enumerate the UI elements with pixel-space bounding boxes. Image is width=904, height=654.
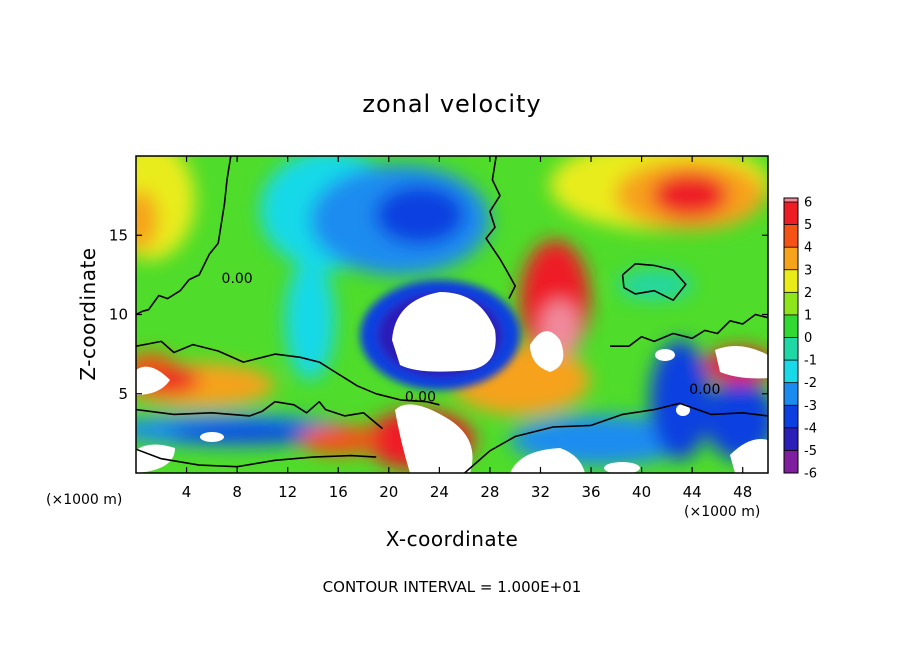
colorbar-label: 4 xyxy=(804,241,812,256)
colorbar-swatch xyxy=(784,247,798,270)
x-tick-label: 16 xyxy=(329,483,348,501)
colorbar-label: 0 xyxy=(804,331,812,346)
colorbar-label: 6 xyxy=(804,196,812,211)
x-tick-label: 8 xyxy=(232,483,242,501)
colorbar-label: -5 xyxy=(804,444,817,459)
zero-contour xyxy=(136,156,232,316)
colorbar-swatch xyxy=(784,202,798,225)
zero-contour xyxy=(485,156,516,299)
x-tick-label: 12 xyxy=(278,483,297,501)
colorbar-swatch xyxy=(784,292,798,315)
zero-contour xyxy=(136,448,377,468)
y-tick-label: 5 xyxy=(118,385,128,403)
x-tick-label: 36 xyxy=(581,483,600,501)
contour-interval-note: CONTOUR INTERVAL = 1.000E+01 xyxy=(323,578,582,596)
colorbar-label: -1 xyxy=(804,354,817,369)
x-tick-label: 48 xyxy=(733,483,752,501)
x-unit-left: (×1000 m) xyxy=(46,492,122,508)
colorbar-swatch xyxy=(784,427,798,451)
colorbar-swatch xyxy=(784,314,798,338)
y-tick-label: 15 xyxy=(109,226,128,244)
colorbar-swatch xyxy=(784,360,798,383)
colorbar-label: -3 xyxy=(804,399,817,414)
zero-contour xyxy=(464,402,768,473)
y-axis-label: Z-coordinate xyxy=(76,247,100,380)
zero-contour xyxy=(136,400,384,430)
colorbar: -6 -5 -4 -3 -2 -1 0 1 2 3 4 5 6 xyxy=(783,196,817,482)
colorbar-swatch xyxy=(784,269,798,293)
y-tick-label: 10 xyxy=(109,306,128,324)
x-tick-label: 4 xyxy=(182,483,192,501)
colorbar-label: -2 xyxy=(804,376,817,391)
contour-lines xyxy=(136,156,768,473)
x-axis-ticks: 4 8 12 16 20 24 28 32 36 40 44 48 xyxy=(182,156,752,501)
x-unit-right: (×1000 m) xyxy=(684,504,760,520)
colorbar-swatch xyxy=(784,337,798,361)
x-tick-label: 44 xyxy=(683,483,702,501)
colorbar-swatch xyxy=(784,224,798,248)
x-tick-label: 40 xyxy=(632,483,651,501)
x-tick-label: 20 xyxy=(379,483,398,501)
x-axis-label: X-coordinate xyxy=(386,527,519,551)
zero-contour xyxy=(136,340,440,406)
colorbar-swatch xyxy=(784,382,798,406)
colorbar-label: -4 xyxy=(804,421,817,436)
colorbar-swatch-top xyxy=(784,198,798,202)
heatmap-field xyxy=(136,156,768,473)
contour-label: 0.00 xyxy=(222,271,253,287)
colorbar-label: 5 xyxy=(804,218,812,233)
chart-title: zonal velocity xyxy=(362,90,541,118)
colorbar-swatch xyxy=(784,405,798,428)
contour-label: 0.00 xyxy=(405,390,436,406)
contour-labels: 0.00 0.00 0.00 xyxy=(222,271,721,406)
colorbar-label: -6 xyxy=(804,467,817,482)
colorbar-label: 2 xyxy=(804,286,812,301)
y-axis-ticks: 5 10 15 xyxy=(109,226,768,403)
colorbar-label: 3 xyxy=(804,263,812,278)
contour-label: 0.00 xyxy=(689,382,720,398)
x-tick-label: 28 xyxy=(480,483,499,501)
colorbar-swatch xyxy=(784,450,798,473)
colorbar-label: 1 xyxy=(804,308,812,323)
x-tick-label: 32 xyxy=(531,483,550,501)
x-tick-label: 24 xyxy=(430,483,449,501)
zero-contour xyxy=(621,263,687,301)
zero-contour xyxy=(610,313,768,347)
